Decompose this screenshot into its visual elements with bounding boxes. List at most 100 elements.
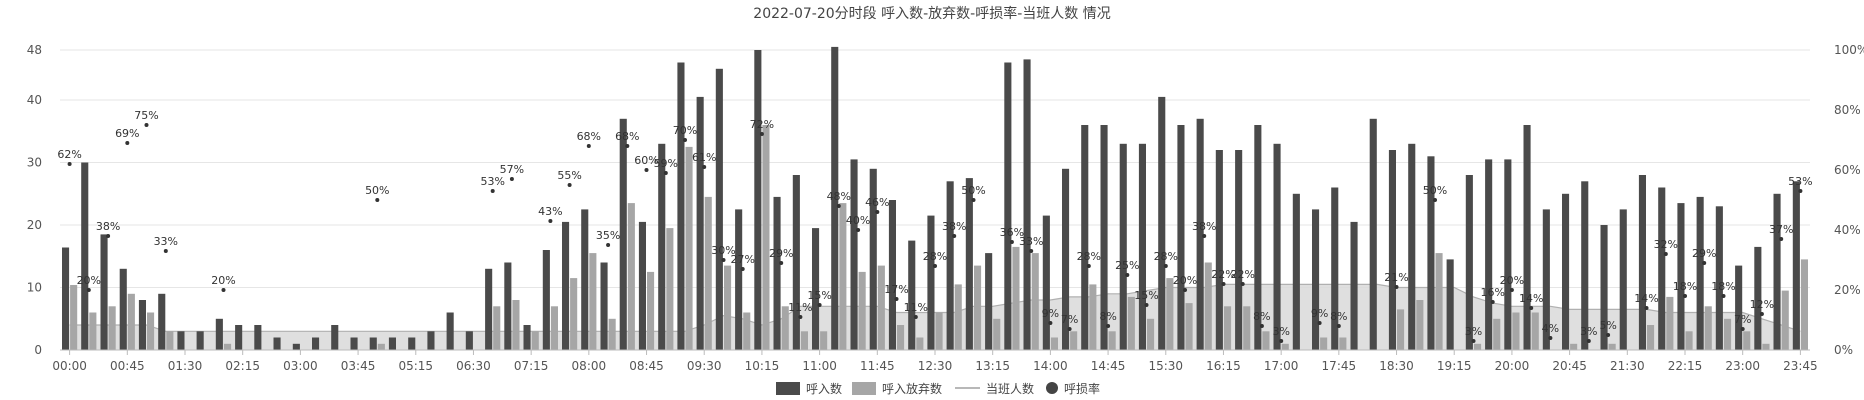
abandoned-bar	[1204, 262, 1212, 350]
legend-rate-swatch[interactable]	[1046, 382, 1058, 394]
rate-point	[683, 138, 687, 142]
rate-point	[1336, 324, 1341, 328]
calls-bar	[927, 215, 935, 350]
rate-point	[625, 144, 630, 148]
abandoned-bar	[704, 196, 712, 350]
rate-label: 28%	[1154, 250, 1178, 263]
abandoned-bar	[1089, 284, 1097, 350]
x-tick-label: 08:45	[629, 359, 664, 373]
rate-point	[1125, 273, 1130, 277]
rate-point	[836, 204, 841, 208]
rate-point	[856, 228, 861, 232]
axes: 0 10 20 30 40 48 0% 20% 40% 60% 80% 100% 00:00 00:45 0…	[27, 43, 1864, 373]
rate-point	[1221, 282, 1226, 286]
abandoned-bar	[916, 337, 924, 350]
rate-point	[1183, 288, 1187, 292]
rate-label: 28%	[923, 250, 947, 263]
staff-series	[69, 283, 1801, 350]
abandoned-bar	[1512, 312, 1520, 350]
calls-bar	[1658, 187, 1666, 350]
calls-bar	[1600, 225, 1608, 350]
rate-label: 36%	[1000, 226, 1024, 239]
calls-bar	[1388, 150, 1396, 350]
rate-point	[759, 132, 764, 136]
rate-label: 72%	[750, 118, 774, 131]
rate-point	[1067, 327, 1072, 331]
calls-bar	[1292, 193, 1300, 351]
abandoned-bar	[1493, 318, 1501, 351]
rate-point	[586, 144, 591, 148]
abandoned-bar	[954, 284, 962, 350]
rate-label: 50%	[365, 184, 389, 197]
rate-label: 4%	[1542, 322, 1559, 335]
rate-point	[375, 198, 380, 202]
abandoned-bar	[1320, 337, 1328, 350]
calls-bar	[735, 209, 743, 350]
legend-rate-label[interactable]: 呼损率	[1064, 381, 1100, 396]
calls-bar	[1235, 150, 1243, 350]
abandoned-bar	[1685, 331, 1693, 351]
y2-tick-label: 0%	[1834, 343, 1853, 357]
abandoned-bar	[1570, 343, 1578, 351]
y2-tick-label: 100%	[1834, 43, 1864, 57]
rate-label: 11%	[904, 301, 928, 314]
rate-point	[894, 297, 899, 301]
legend-calls-label[interactable]: 呼入数	[806, 381, 842, 396]
x-tick-label: 13:15	[975, 359, 1010, 373]
calls-bar	[350, 337, 358, 350]
legend-calls-swatch[interactable]	[776, 382, 800, 395]
legend[interactable]: 呼入数 呼入放弃数 当班人数 呼损率	[776, 381, 1100, 396]
rate-label: 21%	[1384, 271, 1408, 284]
rate-label: 62%	[57, 148, 81, 161]
abandoned-bar	[1647, 325, 1655, 350]
rate-point	[1606, 333, 1611, 337]
calls-bar	[446, 312, 454, 350]
calls-bar	[138, 300, 146, 350]
legend-abandoned-swatch[interactable]	[852, 382, 876, 395]
rate-label: 20%	[1500, 274, 1524, 287]
y2-tick-label: 20%	[1834, 283, 1861, 297]
calls-bar	[1792, 181, 1800, 351]
rate-label: 7%	[1734, 313, 1751, 326]
calls-bar	[1773, 193, 1781, 351]
rate-label: 53%	[1788, 175, 1812, 188]
abandoned-bar	[1050, 337, 1058, 350]
rate-label: 9%	[1311, 307, 1328, 320]
abandoned-bar	[1435, 253, 1443, 350]
rate-label: 32%	[1654, 238, 1678, 251]
abandoned-bar	[935, 312, 943, 350]
rate-point	[971, 198, 976, 202]
rate-label: 61%	[692, 151, 716, 164]
rate-label: 3%	[1465, 325, 1482, 338]
rate-point	[798, 315, 803, 319]
rate-point	[1759, 312, 1764, 316]
calls-bar	[273, 337, 281, 350]
abandoned-bar	[1704, 306, 1712, 351]
abandoned-bar	[1800, 259, 1808, 350]
rate-point	[1163, 264, 1168, 268]
legend-staff-label[interactable]: 当班人数	[986, 381, 1034, 396]
rate-label: 18%	[1673, 280, 1697, 293]
x-tick-label: 00:45	[110, 359, 145, 373]
calls-bar	[812, 228, 820, 350]
x-tick-label: 17:45	[1322, 359, 1357, 373]
abandoned-bar	[166, 331, 174, 351]
calls-bar	[196, 331, 204, 351]
abandoned-bar	[1281, 343, 1289, 351]
calls-bar	[62, 247, 70, 350]
abandoned-bar	[570, 278, 578, 350]
x-tick-label: 14:45	[1091, 359, 1126, 373]
x-tick-label: 10:15	[745, 359, 780, 373]
x-tick-label: 00:00	[52, 359, 87, 373]
calls-bar	[312, 337, 320, 350]
calls-bar	[1754, 246, 1762, 350]
calls-bar	[1581, 181, 1589, 351]
chart-title: 2022-07-20分时段 呼入数-放弃数-呼损率-当班人数 情况	[753, 5, 1110, 22]
calls-bar	[235, 325, 243, 350]
rate-label: 70%	[673, 124, 697, 137]
legend-abandoned-label[interactable]: 呼入放弃数	[882, 381, 942, 396]
y-tick-label: 10	[27, 281, 42, 295]
x-tick-label: 21:30	[1610, 359, 1645, 373]
abandoned-bar	[743, 312, 751, 350]
abandoned-bar	[1416, 300, 1424, 350]
